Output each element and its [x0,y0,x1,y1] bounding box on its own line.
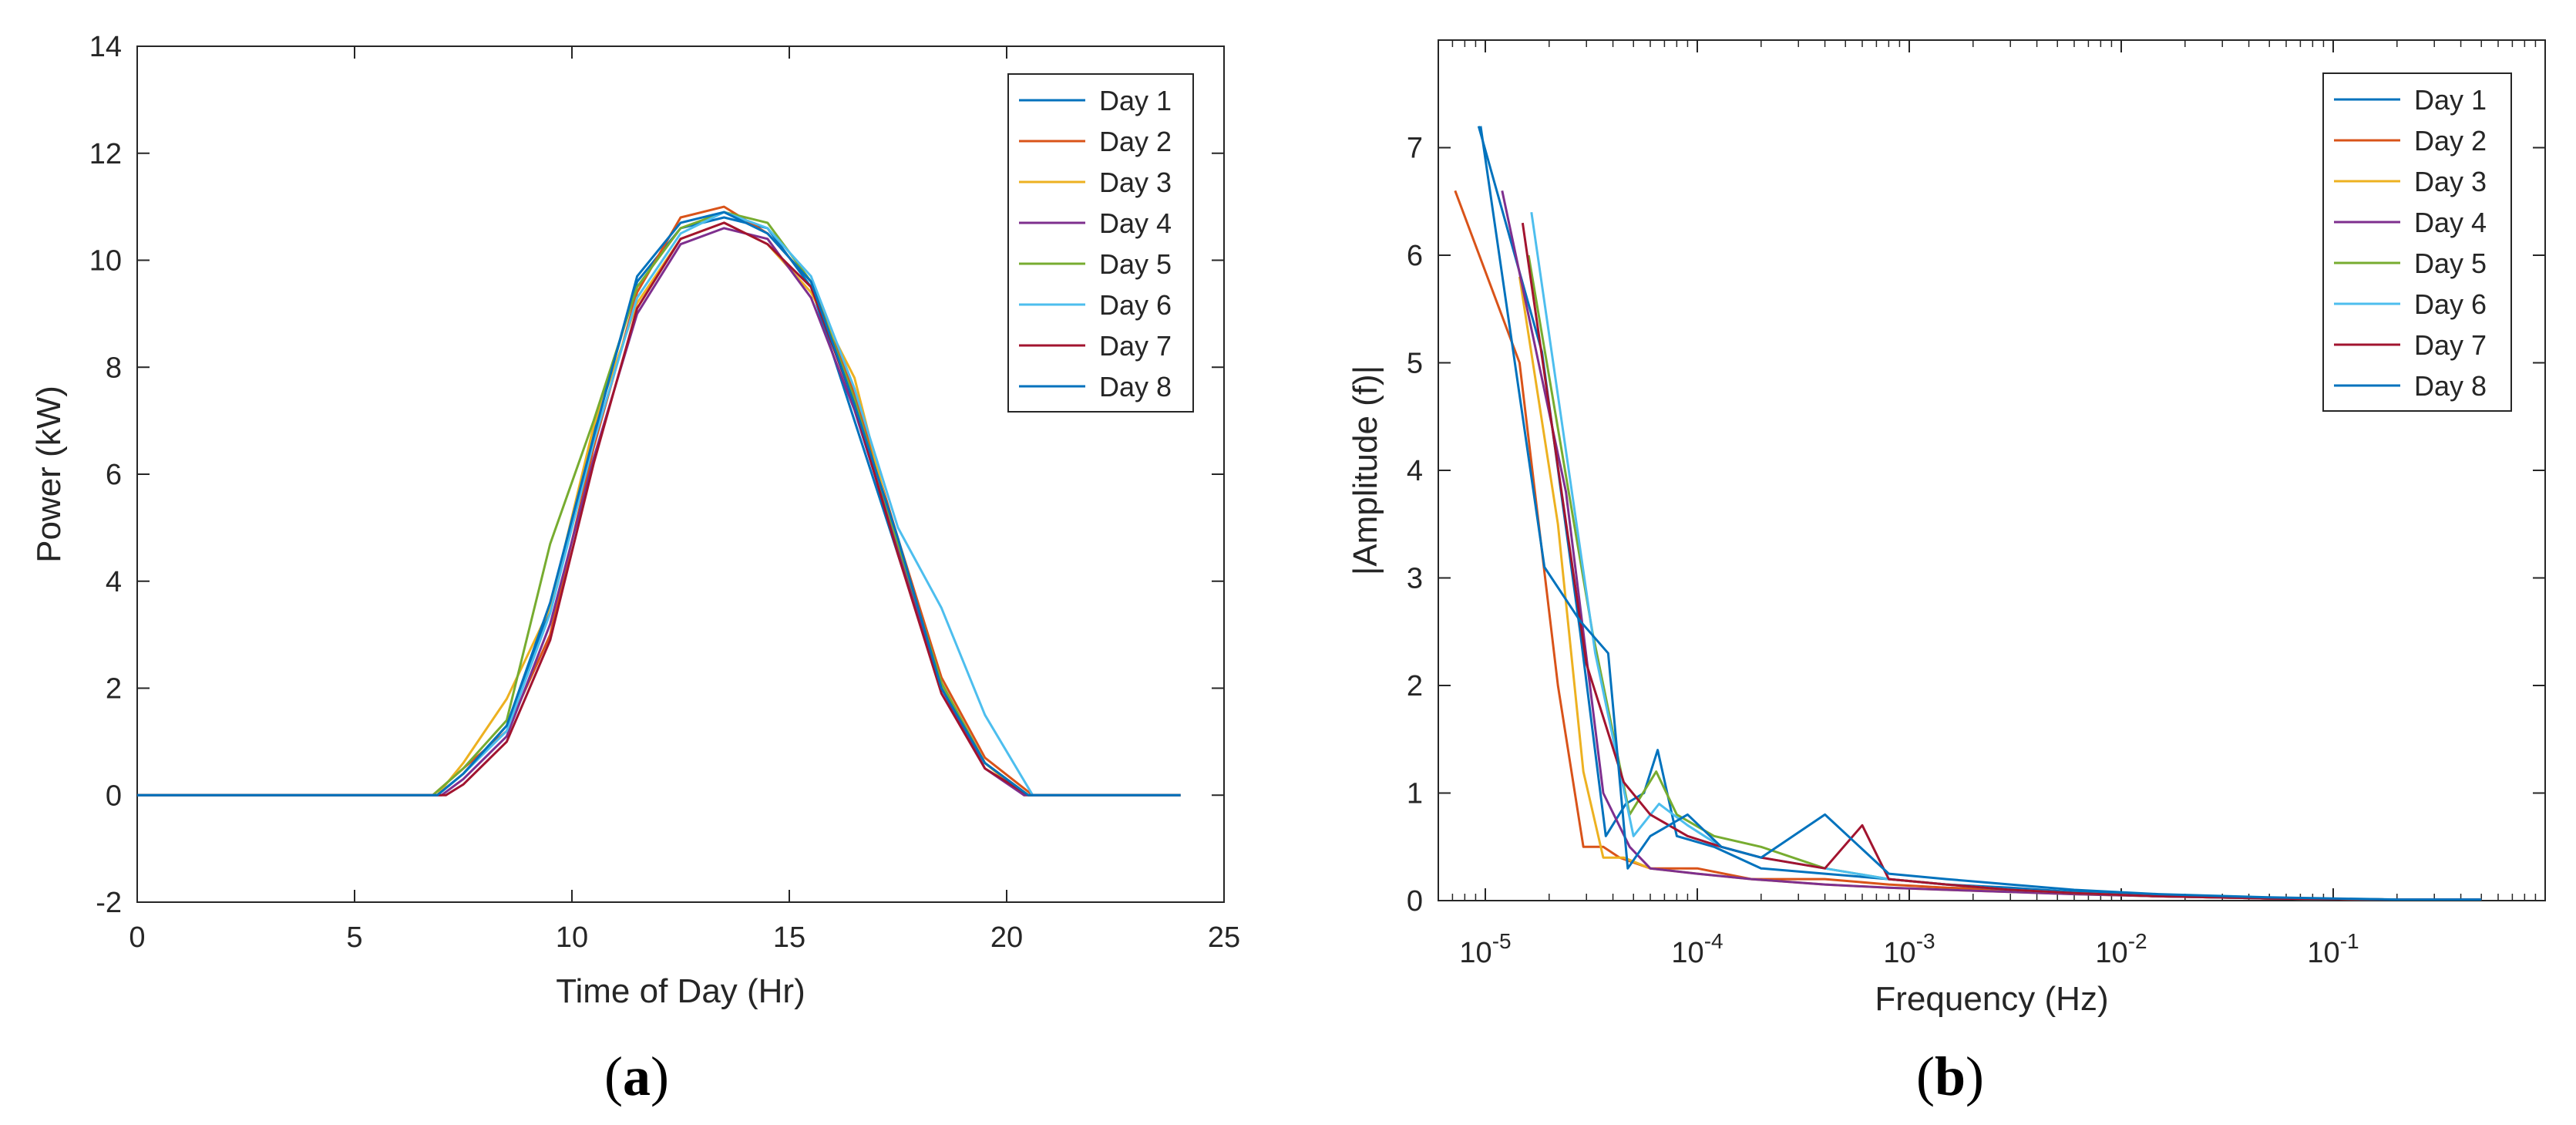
legend-label: Day 3 [2414,166,2487,197]
x-axis-label: Frequency (Hz) [1875,980,2108,1018]
x-tick-exponent: -2 [2128,929,2147,953]
legend-label: Day 8 [2414,370,2487,402]
x-tick-label: 25 [1208,921,1240,954]
x-tick-exponent: -1 [2340,929,2359,953]
x-tick-label: 10-5 [1459,929,1511,969]
y-tick-label: 10 [89,245,122,278]
y-tick-label: 6 [106,459,122,491]
series-line-day-8 [137,211,1181,797]
legend-label: Day 3 [1099,167,1172,198]
y-axis-label: Power (kW) [30,386,68,563]
legend-label: Day 4 [1099,207,1172,239]
legend-box [1007,73,1194,413]
legend-label: Day 6 [2414,288,2487,320]
x-tick-label: 0 [129,921,145,954]
y-tick-label: 14 [89,31,122,63]
legend-label: Day 1 [1099,85,1172,116]
x-tick-label: 10-3 [1883,929,1935,969]
x-tick-exponent: -4 [1704,929,1723,953]
y-tick-label: 4 [1407,455,1423,487]
series-group [1454,126,2482,901]
panel-label-open: ( [1916,1046,1935,1107]
y-tick-label: -2 [96,887,122,919]
legend-label: Day 4 [2414,207,2487,238]
x-tick-label: 10-2 [2095,929,2147,969]
panel-label: (b) [1916,1046,1984,1107]
y-tick-label: 1 [1407,778,1423,810]
y-tick-label: 2 [1407,670,1423,702]
x-tick-label: 15 [773,921,805,954]
y-axis-label: |Amplitude (f)| [1347,365,1384,575]
x-tick-exponent: -5 [1492,929,1512,953]
x-tick-exponent: -3 [1916,929,1935,953]
y-tick-label: 5 [1407,348,1423,380]
y-tick-label: 0 [1407,885,1423,918]
legend-box [2322,72,2512,412]
x-tick-label: 5 [346,921,362,954]
legend: Day 1 Day 2 Day 3 Day 4 Day 5 Day 6 Day 7 Day 8 [2322,72,2512,412]
legend-label: Day 2 [2414,125,2487,157]
series-line-day-7 [137,221,1181,797]
x-axis-label: Time of Day (Hr) [556,972,805,1010]
y-tick-label: 0 [106,780,122,812]
legend: Day 1 Day 2 Day 3 Day 4 Day 5 Day 6 Day 7 Day 8 [1007,73,1194,413]
series-line-day-8 [1479,126,2482,901]
legend-label: Day 2 [1099,126,1172,157]
y-tick-label: 8 [106,352,122,384]
y-tick-label: 4 [106,566,122,598]
panel-label: (a) [604,1046,669,1107]
series-group [137,205,1181,797]
x-tick-base: 10 [1671,937,1703,969]
panel-label-letter: a [623,1046,651,1107]
x-tick-label: 10-1 [2307,929,2359,969]
y-tick-label: 6 [1407,240,1423,272]
panel-label-close: ) [1966,1046,1984,1107]
x-tick-base: 10 [2095,937,2127,969]
legend-label: Day 8 [1099,371,1172,403]
x-tick-label: 20 [990,921,1023,954]
panel-label-close: ) [651,1046,669,1107]
legend-label: Day 5 [1099,248,1172,280]
series-line-day-2 [137,205,1181,797]
legend-label: Day 7 [1099,330,1172,362]
x-tick-label: 10 [556,921,588,954]
y-tick-label: 2 [106,673,122,706]
y-tick-label: 3 [1407,563,1423,595]
x-tick-base: 10 [1459,937,1491,969]
y-tick-label: 12 [89,138,122,170]
y-tick-label: 7 [1407,133,1423,165]
panel-label-open: ( [604,1046,623,1107]
x-tick-base: 10 [2307,937,2339,969]
series-line-day-7 [1521,222,2482,901]
x-tick-label: 10-4 [1671,929,1723,969]
x-tick-base: 10 [1883,937,1915,969]
panel-label-letter: b [1935,1046,1966,1107]
legend-label: Day 6 [1099,289,1172,321]
legend-label: Day 5 [2414,248,2487,279]
legend-label: Day 1 [2414,84,2487,116]
legend-label: Day 7 [2414,329,2487,361]
